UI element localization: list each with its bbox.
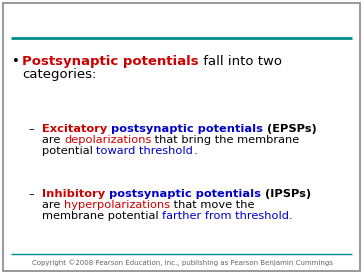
Text: fall into two: fall into two [199, 55, 282, 68]
Text: toward threshold: toward threshold [97, 146, 193, 156]
Text: are: are [42, 200, 64, 210]
Text: (EPSPs): (EPSPs) [263, 124, 317, 134]
Text: farther from threshold: farther from threshold [162, 211, 289, 221]
Text: Excitatory: Excitatory [42, 124, 107, 134]
Text: •: • [12, 55, 20, 68]
Text: are: are [42, 135, 64, 145]
Text: Copyright ©2008 Pearson Education, Inc., publishing as Pearson Benjamin Cummings: Copyright ©2008 Pearson Education, Inc.,… [32, 259, 333, 266]
Text: .: . [193, 146, 197, 156]
Text: depolarizations: depolarizations [64, 135, 151, 145]
Text: –: – [28, 189, 34, 199]
Text: .: . [289, 211, 293, 221]
Text: –: – [28, 124, 34, 134]
Text: Inhibitory: Inhibitory [42, 189, 105, 199]
Text: Postsynaptic potentials: Postsynaptic potentials [22, 55, 199, 68]
Text: membrane potential: membrane potential [42, 211, 162, 221]
Text: hyperpolarizations: hyperpolarizations [64, 200, 170, 210]
Text: that bring the membrane: that bring the membrane [151, 135, 299, 145]
Text: (IPSPs): (IPSPs) [261, 189, 311, 199]
Text: postsynaptic potentials: postsynaptic potentials [105, 189, 261, 199]
Text: that move the: that move the [170, 200, 254, 210]
Text: potential: potential [42, 146, 97, 156]
Text: categories:: categories: [22, 68, 96, 81]
Text: postsynaptic potentials: postsynaptic potentials [107, 124, 263, 134]
